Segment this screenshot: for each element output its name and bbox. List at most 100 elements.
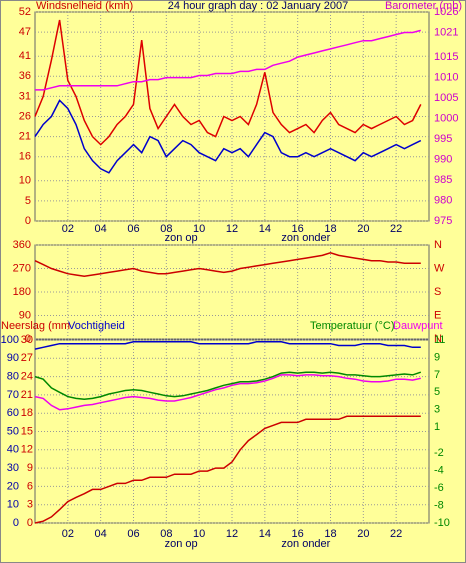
y-tick-label: 47 [19,26,31,38]
y3-tick-label: 0 [27,517,33,529]
y2-tick-label: -10 [434,517,450,529]
y2-tick-label: 1005 [434,92,458,104]
y2-tick-label: N [434,333,442,345]
series-line [34,252,421,278]
y2-tick-label: 1021 [434,26,458,38]
y-tick-label: 0 [25,333,31,345]
y2-tick-label: 1000 [434,112,458,124]
y2-tick-label: 985 [434,174,452,186]
x-tick-label: 06 [127,223,139,235]
y-tick-label: 5 [25,195,31,207]
y3-tick-label: 27 [21,352,33,364]
annotation: zon onder [281,232,330,244]
y2-tick-label: 5 [434,386,440,398]
y-tick-label: 100 [1,334,19,346]
y-tick-label: 30 [7,462,19,474]
y-tick-label: 26 [19,110,31,122]
y2-axis-label: Barometer (mb) [385,0,462,12]
y2-tick-label: 1015 [434,51,458,63]
x-tick-label: 08 [160,528,172,540]
y-tick-label: 180 [13,286,31,298]
y-tick-label: 90 [19,309,31,321]
x-tick-label: 16 [292,223,304,235]
x-tick-label: 04 [95,223,107,235]
y-tick-label: 52 [19,6,31,18]
y2-tick-label: 11 [434,334,445,346]
y2-tick-label: 995 [434,133,452,145]
series-line [34,99,422,174]
y2-tick-label: W [434,262,445,274]
y-tick-label: 16 [19,151,31,163]
y2-tick-label: -2 [434,447,444,459]
x-tick-label: 08 [160,223,172,235]
x-tick-label: 22 [390,528,402,540]
y2-tick-label: 7 [434,369,440,381]
x-tick-label: 02 [62,223,74,235]
x-tick-label: 14 [259,223,271,235]
y2-tick-label: 1 [434,421,440,433]
legend-label: Vochtigheid [68,320,125,332]
x-tick-label: 12 [226,223,238,235]
chart-title: 24 hour graph day : 02 January 2007 [168,0,348,12]
y-tick-label: 70 [7,389,19,401]
y-tick-label: 41 [19,50,31,62]
y-tick-label: 0 [13,517,19,529]
y2-tick-label: E [434,309,441,321]
x-tick-label: 20 [357,223,369,235]
y-tick-label: 270 [13,262,31,274]
legend-label: Temperatuur (°C) [310,320,394,332]
series-line [34,374,421,411]
y3-tick-label: 21 [21,389,33,401]
x-tick-label: 22 [390,223,402,235]
y-tick-label: 20 [7,480,19,492]
series-line [34,341,421,350]
y-tick-label: 40 [7,444,19,456]
y2-tick-label: -8 [434,499,444,511]
y2-tick-label: 980 [434,194,452,206]
annotation: zon onder [281,538,330,550]
y3-tick-label: 24 [21,371,33,383]
y3-tick-label: 9 [27,462,33,474]
x-tick-label: 16 [292,528,304,540]
x-tick-label: 14 [259,528,271,540]
x-tick-label: 18 [324,528,336,540]
y3-tick-label: 30 [21,334,33,346]
legend-label: Neerslag (mm [1,320,70,332]
y-tick-label: 80 [7,371,19,383]
series-line [34,19,422,146]
x-tick-label: 18 [324,223,336,235]
y3-tick-label: 18 [21,407,33,419]
annotation: zon op [165,538,198,550]
x-tick-label: 04 [95,528,107,540]
y-tick-label: 90 [7,352,19,364]
x-tick-label: 12 [226,528,238,540]
y2-tick-label: 9 [434,351,440,363]
y-tick-label: 31 [19,90,31,102]
series-line [34,371,422,401]
y2-tick-label: 1010 [434,71,458,83]
x-tick-label: 20 [357,528,369,540]
y3-tick-label: 6 [27,480,33,492]
y3-tick-label: 12 [21,444,33,456]
y2-tick-label: -4 [434,465,444,477]
y-tick-label: 10 [7,499,19,511]
y2-tick-label: 990 [434,153,452,165]
y3-tick-label: 3 [27,499,33,511]
y-tick-label: 36 [19,70,31,82]
y2-tick-label: 975 [434,215,452,227]
y2-tick-label: N [434,239,442,251]
y-tick-label: 21 [19,131,31,143]
y2-tick-label: -6 [434,482,444,494]
y2-tick-label: S [434,286,441,298]
x-tick-label: 10 [193,528,205,540]
x-tick-label: 10 [193,223,205,235]
y2-tick-label: 3 [434,404,440,416]
legend-label: Dauwpunt [393,320,443,332]
annotation: zon op [165,232,198,244]
y-tick-label: 360 [13,239,31,251]
y-tick-label: 50 [7,425,19,437]
series-line [34,415,421,524]
x-tick-label: 02 [62,528,74,540]
x-tick-label: 06 [127,528,139,540]
